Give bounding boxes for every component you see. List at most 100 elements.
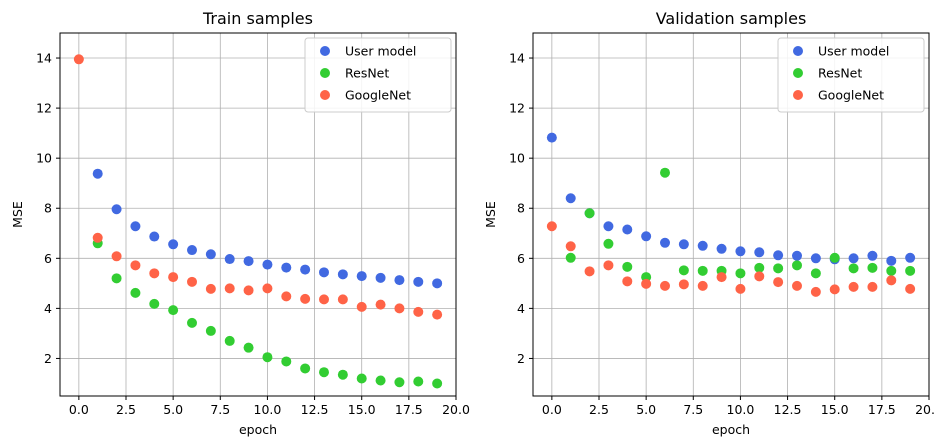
- data-point: [432, 278, 443, 289]
- data-point: [319, 267, 329, 278]
- x-tick-label: 17.5: [395, 402, 423, 417]
- data-point: [394, 275, 405, 286]
- data-point: [356, 373, 367, 384]
- data-point: [394, 377, 405, 388]
- legend-marker: [320, 90, 330, 100]
- data-point: [754, 262, 765, 273]
- data-point: [375, 375, 386, 386]
- data-point: [281, 262, 292, 273]
- data-point: [603, 260, 614, 271]
- data-point: [432, 309, 443, 320]
- data-point: [205, 325, 216, 336]
- x-tick-label: 2.5: [116, 402, 136, 417]
- data-point: [224, 283, 235, 294]
- series-resnet: [565, 167, 916, 283]
- data-point: [130, 287, 141, 298]
- x-tick-label: 20.0: [442, 402, 470, 417]
- y-axis-label: MSE: [10, 201, 25, 228]
- data-point: [660, 167, 670, 178]
- data-point: [754, 247, 765, 258]
- data-point: [262, 283, 273, 294]
- data-point: [905, 252, 916, 263]
- panel-validation: 0.0 2.5 5.0 7.5 10.0 12.5 15.0 17.5 20.0 2 4 6 8 10 12…: [483, 9, 934, 437]
- data-point: [243, 256, 254, 267]
- data-point: [622, 224, 633, 235]
- data-point: [300, 293, 311, 304]
- data-point: [641, 231, 652, 242]
- data-point: [300, 264, 311, 275]
- data-point: [716, 243, 727, 254]
- data-point: [224, 254, 235, 265]
- data-point: [660, 280, 670, 291]
- legend-marker: [320, 46, 330, 56]
- axes-frame: [59, 32, 457, 397]
- y-tick-label: 2: [517, 351, 525, 366]
- data-point: [111, 251, 122, 262]
- data-point: [300, 363, 311, 374]
- data-point: [792, 250, 802, 261]
- x-tick-label: 12.5: [301, 402, 329, 417]
- data-point: [773, 263, 784, 274]
- data-point: [337, 294, 348, 305]
- x-axis-label: epoch: [239, 422, 277, 437]
- data-point: [413, 276, 424, 287]
- data-point: [319, 367, 329, 378]
- y-tick-label: 10: [509, 151, 525, 166]
- data-point: [281, 291, 292, 302]
- y-tick-label: 14: [509, 51, 525, 66]
- series-user-model: [92, 168, 443, 289]
- data-point: [168, 272, 179, 283]
- data-point: [356, 271, 367, 282]
- data-point: [792, 260, 802, 271]
- data-point: [773, 250, 784, 261]
- data-point: [111, 204, 122, 215]
- data-point: [262, 259, 273, 270]
- x-tick-label: 15.0: [821, 402, 849, 417]
- data-point: [697, 280, 708, 291]
- y-tick-label: 12: [509, 101, 525, 116]
- x-tick-label: 15.0: [348, 402, 376, 417]
- y-tick-label: 8: [517, 201, 525, 216]
- data-point: [810, 286, 821, 297]
- legend-box: [304, 37, 452, 113]
- data-point: [660, 237, 670, 248]
- data-point: [168, 239, 179, 250]
- data-point: [168, 305, 179, 316]
- data-point: [735, 246, 746, 257]
- data-point: [641, 278, 652, 289]
- x-tick-label: 0.0: [542, 402, 562, 417]
- legend-label: GoogleNet: [345, 88, 411, 103]
- data-point: [829, 252, 840, 263]
- data-point: [565, 252, 576, 263]
- data-point: [867, 250, 878, 261]
- data-point: [187, 245, 197, 256]
- data-point: [281, 356, 292, 367]
- legend-marker: [793, 46, 803, 56]
- legend-label: GoogleNet: [818, 88, 884, 103]
- data-point: [546, 221, 557, 232]
- data-point: [678, 265, 689, 276]
- data-point: [735, 268, 746, 279]
- data-point: [848, 253, 859, 264]
- x-tick-label: 10.0: [254, 402, 282, 417]
- legend-label: ResNet: [818, 66, 862, 81]
- legend-marker: [320, 68, 330, 78]
- y-tick-label: 6: [44, 251, 52, 266]
- data-point: [886, 255, 897, 266]
- series-googlenet: [73, 54, 443, 320]
- y-tick-label: 2: [44, 351, 52, 366]
- data-point: [829, 284, 840, 295]
- chart-title: Train samples: [202, 9, 313, 28]
- data-point: [319, 294, 329, 305]
- legend: User model ResNet GoogleNet: [777, 37, 925, 113]
- data-point: [205, 283, 216, 294]
- legend-marker: [793, 90, 803, 100]
- data-point: [810, 253, 821, 264]
- x-tick-label: 20.0: [915, 402, 934, 417]
- legend-label: User model: [345, 44, 416, 59]
- x-tick-label: 5.0: [636, 402, 656, 417]
- data-point: [243, 285, 254, 296]
- legend-box: [777, 37, 925, 113]
- data-point: [867, 262, 878, 273]
- data-point: [754, 271, 765, 282]
